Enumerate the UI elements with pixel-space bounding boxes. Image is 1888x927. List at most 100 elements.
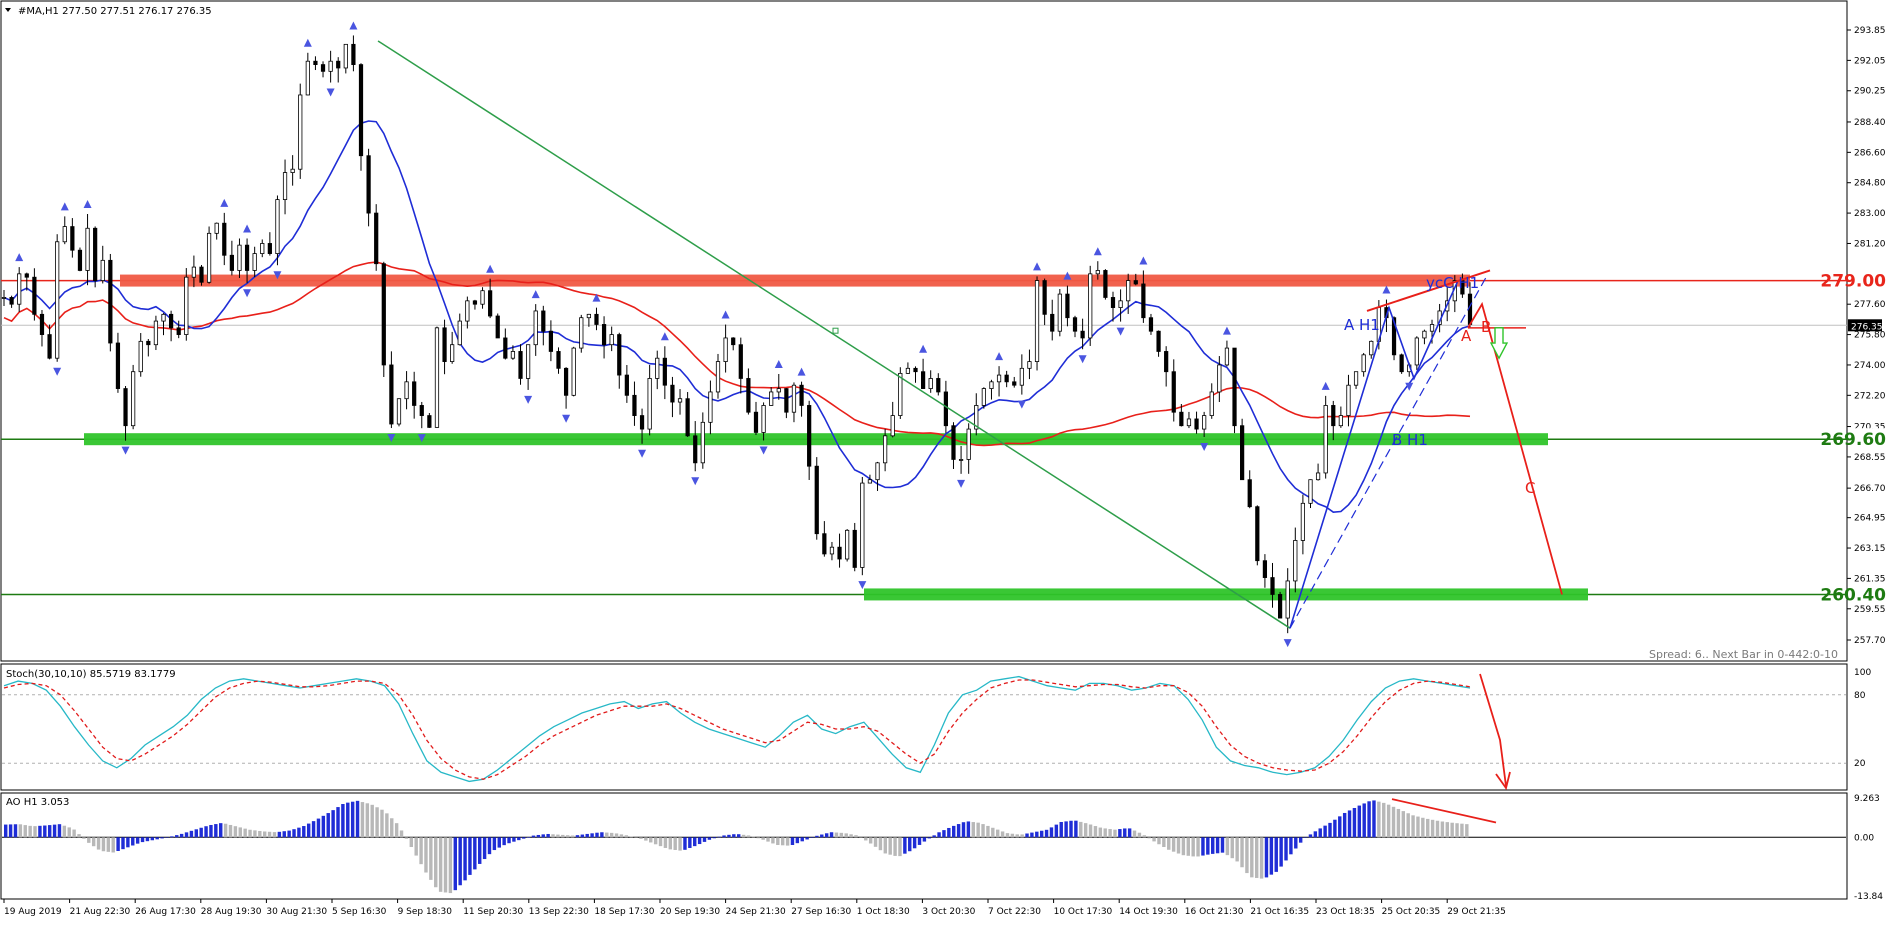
ao-bar [971, 822, 975, 838]
ao-bar [370, 804, 374, 838]
candle-body [85, 227, 90, 271]
candle-body [32, 276, 37, 315]
candle-body [1012, 381, 1017, 386]
candle-body [1399, 354, 1404, 373]
candle-body [883, 435, 888, 464]
candle-body [168, 313, 174, 329]
candle-body [1346, 384, 1351, 416]
x-tick-label: 10 Oct 17:30 [1054, 907, 1113, 917]
candle-body [290, 168, 295, 173]
candle-body [700, 421, 705, 464]
ao-bar [678, 837, 682, 851]
candle-body [526, 344, 531, 379]
ao-bar [1093, 826, 1098, 838]
candle-body [336, 60, 341, 69]
menu-triangle-icon[interactable] [5, 8, 11, 12]
candle-body [108, 259, 113, 344]
fractal-down-icon [243, 289, 252, 298]
ao-bar [883, 837, 888, 854]
ao-bar [214, 824, 218, 838]
ao-bar [629, 836, 633, 838]
candle-body [472, 300, 478, 305]
ao-bar [727, 834, 731, 838]
candle-body [1224, 347, 1230, 366]
x-tick-label: 30 Aug 21:30 [266, 907, 327, 917]
ao-bar [849, 834, 853, 838]
ao-bar [1098, 827, 1103, 838]
ao-bar [487, 837, 492, 855]
ao-bar [619, 834, 624, 838]
ao-bar [854, 835, 858, 838]
candle-body [617, 334, 622, 376]
candle-body [1323, 405, 1328, 474]
ao-bar [116, 837, 120, 851]
x-tick-label: 24 Sep 21:30 [726, 907, 786, 917]
ao-bar [746, 835, 751, 838]
ao-bar [820, 834, 824, 838]
x-tick-label: 14 Oct 19:30 [1119, 907, 1178, 917]
ao-bar [1342, 812, 1347, 838]
ao-bar [1445, 822, 1449, 838]
ao-bar [561, 834, 565, 838]
candle-body [1110, 297, 1116, 308]
ao-bar [981, 824, 985, 838]
price-tick-label: 281.20 [1854, 239, 1886, 249]
candle-body [708, 391, 713, 423]
level-label-bg [1848, 269, 1888, 292]
candle-body [1088, 273, 1093, 339]
candle-body [731, 337, 736, 346]
ao-bar [1088, 824, 1093, 838]
fractal-down-icon [858, 581, 867, 590]
ao-bar [570, 835, 575, 838]
candle-body [1034, 280, 1040, 362]
candle-body [655, 357, 660, 379]
ao-bar [634, 837, 638, 838]
ao-bar [228, 824, 233, 838]
ao-bar [385, 813, 389, 838]
candle-body [131, 371, 136, 427]
ao-bar [77, 834, 81, 838]
ao-bar [1113, 829, 1117, 838]
candle-body [138, 340, 143, 373]
ao-bar [1338, 816, 1342, 838]
candle-body [427, 415, 432, 428]
ao-bar [1269, 837, 1274, 875]
candle-body [412, 381, 417, 406]
fractal-up-icon [486, 264, 495, 273]
ao-bar [1074, 820, 1078, 838]
ao-bar [947, 827, 951, 838]
ao-bar [741, 834, 746, 838]
ao-bar [1059, 821, 1063, 838]
candle-body [898, 372, 903, 416]
proj-a-label: A [1461, 327, 1472, 345]
ao-bar [800, 837, 804, 842]
ao-bar [952, 825, 956, 838]
candle-body [1429, 324, 1435, 332]
ao-bar [57, 824, 62, 838]
candle-body [1057, 293, 1062, 332]
ao-bar [204, 826, 208, 838]
ao-bar [1279, 837, 1283, 867]
ao-bar [1455, 823, 1459, 838]
price-tick-label: 274.00 [1854, 361, 1886, 371]
ao-bar [399, 830, 404, 838]
fractal-down-icon [638, 449, 647, 458]
ao-bar [43, 825, 47, 838]
candle-body [267, 243, 272, 254]
ao-bar [1230, 837, 1234, 859]
candle-body [55, 241, 60, 359]
ao-bar [1401, 811, 1406, 838]
ao-bar [238, 827, 242, 838]
candle-body [510, 351, 516, 359]
candle-body [1361, 354, 1366, 373]
ao-bar [1416, 816, 1420, 838]
fractal-up-icon [243, 224, 252, 233]
candle-body [176, 327, 181, 335]
ao-bar [795, 837, 800, 844]
ao-bar [1064, 821, 1068, 838]
price-tick-label: 261.35 [1854, 574, 1886, 584]
price-tick-label: 286.60 [1854, 148, 1886, 158]
candle-body [93, 227, 98, 281]
